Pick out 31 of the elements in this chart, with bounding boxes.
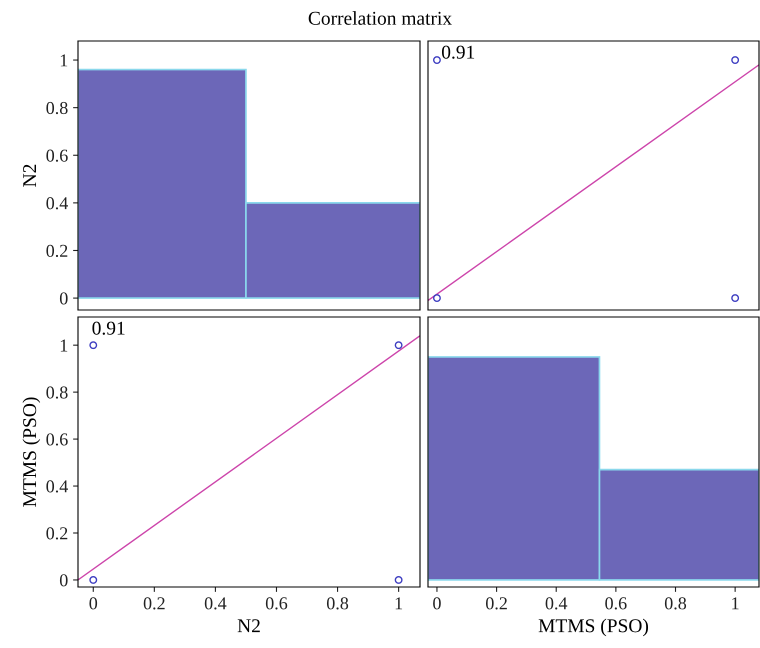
chart-title: Correlation matrix — [308, 11, 452, 25]
y-tick-label: 0.4 — [46, 480, 68, 493]
x-axis-title: MTMS (PSO) — [538, 618, 648, 636]
y-tick-label: 0.4 — [46, 197, 68, 210]
y-tick-label: 1 — [60, 54, 68, 66]
y-tick-label: 0 — [60, 292, 68, 305]
y-tick-label: 0.6 — [46, 150, 68, 162]
y-axis-title: MTMS (PSO) — [22, 397, 40, 507]
x-tick-label: 0 — [433, 597, 441, 610]
x-tick-label: 0 — [89, 597, 98, 610]
y-tick-label: 0.8 — [46, 102, 68, 114]
annotation: 0.91 — [442, 46, 474, 59]
x-tick-label: 0.6 — [605, 597, 627, 610]
y-tick-label: 0.2 — [46, 244, 68, 258]
y-tick-label: 0.6 — [46, 433, 68, 446]
x-tick-label: 1 — [732, 597, 739, 610]
x-tick-label: 0.6 — [266, 597, 288, 610]
annotation: 0.91 — [92, 322, 125, 335]
x-tick-label: 0.8 — [664, 597, 686, 610]
y-tick-label: 0.2 — [46, 527, 68, 540]
x-tick-label: 1 — [396, 597, 402, 610]
x-tick-label: 0.2 — [144, 597, 165, 610]
y-axis-title: N2 — [23, 164, 36, 187]
y-tick-label: 0.8 — [46, 386, 68, 399]
x-axis-title: N2 — [238, 619, 260, 632]
x-tick-label: 0.8 — [326, 597, 348, 610]
x-tick-label: 0.4 — [546, 597, 568, 610]
x-tick-label: 0.2 — [486, 597, 507, 610]
y-tick-label: 0 — [60, 574, 68, 586]
y-tick-label: 1 — [60, 340, 68, 352]
x-tick-label: 0.4 — [204, 597, 226, 610]
